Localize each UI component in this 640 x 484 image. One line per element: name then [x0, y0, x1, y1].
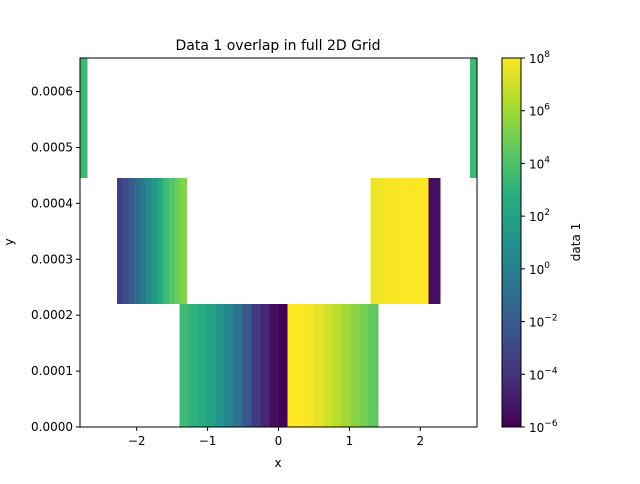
heatmap-cell	[233, 304, 244, 427]
heatmap-cell	[224, 304, 234, 427]
heatmap-cell	[469, 58, 478, 179]
heatmap-cell	[174, 178, 182, 304]
heatmap-cell	[242, 304, 253, 427]
heatmap-cell	[296, 304, 307, 427]
colorbar-ticks: 10−6 10−4 10−2 100 102 104 106 108	[521, 50, 558, 435]
heatmap-region-2	[370, 178, 441, 304]
heatmap-cell	[399, 178, 406, 304]
heatmap-cell	[128, 178, 135, 304]
heatmap-cell	[314, 304, 325, 427]
heatmap-cell	[260, 304, 271, 427]
heatmap-cell	[251, 304, 262, 427]
y-tick-label: 0.0002	[31, 308, 73, 322]
heatmap-cell	[388, 178, 395, 304]
heatmap-cell	[428, 178, 435, 304]
heatmap-region-1	[116, 178, 187, 304]
heatmap-cell	[368, 304, 379, 427]
y-tick-label: 0.0005	[31, 140, 73, 154]
heatmap-cell	[332, 304, 343, 427]
x-axis-label: x	[274, 456, 281, 470]
colorbar-tick-label: 106	[529, 103, 550, 119]
heatmap-cell	[122, 178, 130, 304]
heatmap-cell	[382, 178, 389, 304]
heatmap-cell	[215, 304, 225, 427]
colorbar-tick-label: 10−2	[529, 314, 558, 330]
heatmap-cell	[197, 304, 207, 427]
heatmap-cell	[341, 304, 352, 427]
colorbar	[501, 57, 522, 428]
heatmap-cell	[145, 178, 153, 304]
y-tick-label: 0.0000	[31, 420, 73, 434]
heatmap-cell	[370, 178, 378, 304]
x-tick-label: 0	[275, 434, 283, 448]
heatmap-cell	[376, 178, 383, 304]
heatmap-cell	[323, 304, 334, 427]
heatmap-cell	[416, 178, 424, 304]
colorbar-tick-label: 104	[529, 155, 550, 171]
colorbar-tick-label: 100	[529, 261, 550, 277]
y-axis-label: y	[2, 238, 16, 245]
heatmap-cell	[411, 178, 418, 304]
heatmap-cell	[269, 304, 280, 427]
heatmap-cell	[405, 178, 412, 304]
x-tick-label: 2	[416, 434, 424, 448]
colorbar-tick-label: 10−4	[529, 366, 558, 382]
heatmap-cell	[188, 304, 198, 427]
heatmap-region-3	[80, 58, 88, 179]
heatmap-cell	[305, 304, 316, 427]
heatmap-cell	[350, 304, 361, 427]
x-tick-label: −2	[128, 434, 146, 448]
heatmap-cell	[180, 178, 187, 304]
heatmap-cell	[434, 178, 441, 304]
chart-title: Data 1 overlap in full 2D Grid	[175, 38, 380, 54]
heatmap-cell	[134, 178, 141, 304]
y-tick-label: 0.0006	[31, 85, 73, 99]
heatmap-cell	[359, 304, 370, 427]
y-axis-ticks: 0.0000 0.0001 0.0002 0.0003 0.0004 0.0005 0.00…	[31, 85, 80, 434]
heatmap-cell	[278, 304, 289, 427]
heatmap-cell	[151, 178, 158, 304]
colorbar-tick-label: 10−6	[529, 419, 558, 435]
colorbar-tick-label: 102	[529, 208, 550, 224]
y-tick-label: 0.0003	[31, 252, 73, 266]
heatmap-cell	[163, 178, 170, 304]
heatmap-cell	[140, 178, 147, 304]
heatmap-region-4	[469, 58, 478, 179]
heatmap-regions	[80, 58, 478, 427]
heatmap-cell	[157, 178, 164, 304]
x-tick-label: −1	[199, 434, 217, 448]
heatmap-cell	[168, 178, 176, 304]
y-tick-label: 0.0004	[31, 196, 73, 210]
heatmap-cell	[179, 304, 189, 427]
heatmap-region-0	[179, 304, 379, 427]
heatmap-cell	[422, 178, 430, 304]
colorbar-label: data 1	[569, 223, 583, 261]
heatmap-cell	[116, 178, 124, 304]
x-tick-label: 1	[346, 434, 354, 448]
heatmap-cell	[206, 304, 216, 427]
heatmap-cell	[393, 178, 401, 304]
y-tick-label: 0.0001	[31, 364, 73, 378]
heatmap-cell	[80, 58, 88, 179]
colorbar-tick-label: 108	[529, 50, 550, 66]
heatmap-cell	[287, 304, 298, 427]
x-axis-ticks: −2 −1 0 1 2	[128, 427, 424, 448]
